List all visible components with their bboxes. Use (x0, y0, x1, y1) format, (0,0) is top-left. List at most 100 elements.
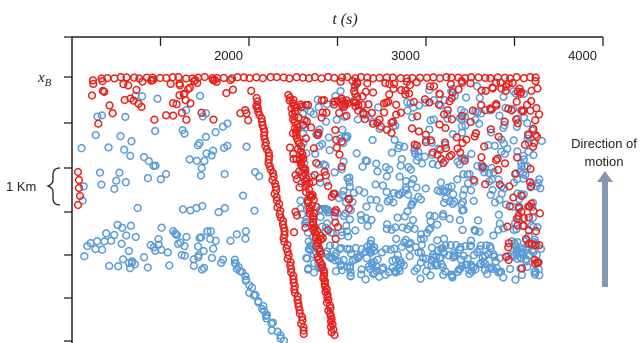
data-point (289, 228, 299, 237)
data-point (74, 175, 84, 185)
data-point (535, 240, 544, 250)
data-point (425, 82, 435, 91)
data-point (416, 258, 425, 267)
data-point (312, 226, 322, 235)
y-axis-ticks (64, 36, 72, 342)
data-point (116, 132, 125, 141)
data-point (395, 190, 404, 199)
data-point (412, 141, 422, 150)
data-point (457, 76, 466, 86)
data-point (317, 260, 327, 270)
data-point (495, 111, 504, 120)
data-point (534, 179, 543, 188)
data-point (200, 72, 209, 82)
data-point (395, 260, 405, 270)
data-point (223, 119, 232, 128)
data-point (345, 177, 354, 187)
data-point (93, 237, 102, 246)
data-point (208, 146, 218, 155)
data-point (454, 85, 463, 94)
data-point (387, 148, 397, 157)
data-point (449, 248, 458, 258)
data-point (244, 116, 253, 125)
data-point (382, 172, 392, 181)
data-point (73, 167, 83, 177)
data-point (522, 100, 532, 109)
data-point (459, 205, 468, 215)
data-point (241, 272, 250, 281)
data-point (517, 250, 527, 259)
data-point (183, 85, 193, 94)
data-point (330, 73, 339, 83)
data-point (298, 120, 308, 129)
data-point (500, 73, 510, 82)
data-point (426, 136, 436, 145)
data-point (396, 161, 405, 170)
data-point (289, 95, 298, 105)
data-point (279, 336, 289, 343)
data-point (481, 180, 490, 189)
data-point (521, 170, 530, 180)
data-point (408, 73, 417, 83)
data-point (407, 179, 416, 188)
data-point (436, 145, 445, 154)
data-point (447, 94, 456, 103)
data-point (412, 183, 421, 192)
data-point (110, 230, 119, 240)
data-point (185, 155, 194, 164)
data-point (505, 182, 514, 191)
data-point (342, 227, 352, 236)
data-point (471, 115, 480, 124)
data-point (427, 243, 437, 252)
data-point (435, 120, 444, 129)
data-point (441, 194, 450, 203)
data-point (504, 243, 513, 252)
data-point (488, 264, 498, 274)
data-point (300, 219, 310, 228)
data-point (115, 168, 124, 177)
data-point (527, 86, 536, 95)
data-point (530, 138, 539, 148)
data-point (525, 202, 534, 211)
data-point (523, 262, 532, 272)
data-point (296, 196, 305, 205)
data-point (351, 226, 360, 235)
data-point (306, 123, 316, 132)
data-point (531, 73, 540, 82)
data-point (368, 119, 378, 128)
data-point (383, 197, 392, 206)
data-point (339, 186, 348, 196)
data-point (409, 97, 418, 107)
data-point (525, 73, 535, 82)
data-point (139, 152, 149, 162)
data-point (439, 270, 448, 279)
data-point (74, 183, 84, 193)
data-point (435, 89, 444, 99)
data-point (391, 255, 400, 264)
data-point (489, 231, 498, 240)
data-point (404, 163, 413, 172)
data-point (395, 266, 404, 276)
data-point (262, 314, 271, 323)
data-point (143, 174, 153, 183)
data-point (517, 270, 527, 280)
data-point (504, 239, 513, 248)
data-point (171, 229, 180, 238)
data-point (202, 149, 211, 158)
data-point (193, 141, 203, 150)
data-point (512, 225, 521, 234)
data-point (453, 175, 462, 184)
data-point (321, 117, 331, 126)
data-point (460, 156, 469, 165)
data-point (488, 185, 497, 195)
data-point (165, 261, 174, 270)
data-point (404, 89, 414, 98)
data-point (130, 260, 140, 269)
data-point (331, 234, 340, 244)
data-point (367, 215, 376, 225)
data-point (182, 115, 191, 124)
data-point (97, 111, 107, 120)
data-point (390, 244, 399, 253)
data-point (95, 168, 105, 177)
data-point (305, 179, 314, 188)
